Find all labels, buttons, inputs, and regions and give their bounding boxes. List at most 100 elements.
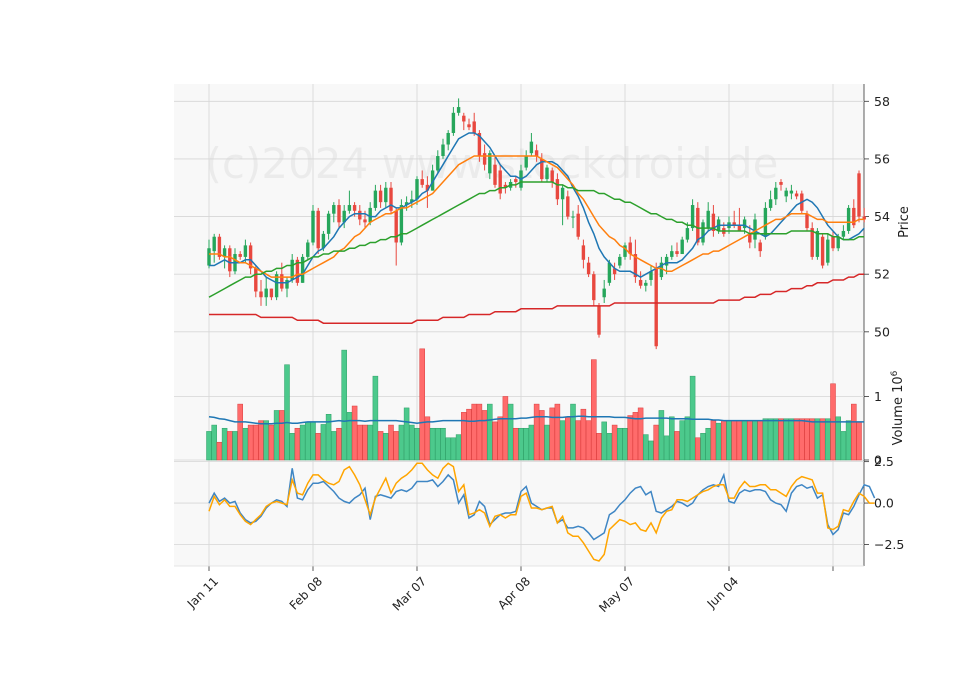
x-tick-label: Feb 08 bbox=[287, 574, 325, 612]
candle-down bbox=[467, 124, 471, 128]
volume-bar bbox=[783, 418, 789, 461]
candle-down bbox=[779, 181, 783, 185]
candle-down bbox=[711, 213, 716, 231]
candle-up bbox=[685, 228, 690, 240]
candle-down bbox=[748, 233, 752, 243]
volume-bar bbox=[305, 421, 311, 461]
price-axis-label: Price bbox=[897, 206, 912, 238]
volume-bar bbox=[684, 416, 691, 461]
candle-up bbox=[300, 256, 305, 283]
candle-up bbox=[285, 279, 289, 289]
candle-up bbox=[774, 187, 778, 200]
volume-bar bbox=[674, 431, 680, 461]
volume-bar bbox=[617, 427, 623, 461]
x-tick-label: Jan 11 bbox=[184, 574, 221, 611]
candle-up bbox=[436, 156, 440, 171]
volume-bar bbox=[221, 427, 228, 461]
candle-down bbox=[389, 187, 393, 211]
volume-bar bbox=[507, 403, 514, 461]
candle-down bbox=[259, 291, 263, 298]
candle-down bbox=[217, 236, 222, 257]
volume-bar bbox=[533, 403, 540, 461]
candle-down bbox=[477, 132, 482, 157]
volume-bar bbox=[419, 348, 425, 461]
candle-down bbox=[482, 153, 487, 165]
candle-up bbox=[560, 187, 565, 200]
volume-bar bbox=[409, 424, 415, 461]
volume-bar bbox=[487, 403, 493, 461]
volume-bar bbox=[767, 418, 774, 461]
moving-average-line-ma_mid bbox=[209, 155, 865, 278]
candle-up bbox=[846, 207, 851, 231]
candle-down bbox=[493, 164, 497, 185]
volume-bar bbox=[367, 424, 373, 461]
candle-up bbox=[618, 256, 622, 266]
candle-down bbox=[316, 210, 320, 249]
oscillator-tick-label: −2.5 bbox=[874, 537, 904, 552]
volume-bar bbox=[585, 420, 592, 461]
moving-average-line-ma_long bbox=[209, 273, 865, 324]
volume-bar bbox=[695, 437, 701, 461]
volume-bar bbox=[544, 424, 550, 461]
candle-down bbox=[581, 245, 586, 260]
volume-bar bbox=[856, 421, 862, 461]
volume-bar bbox=[513, 427, 519, 461]
x-tick-label: May 07 bbox=[596, 574, 637, 615]
candle-up bbox=[763, 207, 768, 237]
volume-bar bbox=[450, 437, 457, 461]
candle-up bbox=[311, 210, 315, 243]
volume-tick-label: 1 bbox=[874, 389, 882, 404]
volume-bar bbox=[840, 431, 847, 461]
volume-bar bbox=[357, 424, 363, 461]
volume-bar bbox=[253, 424, 259, 461]
volume-bar bbox=[206, 431, 212, 461]
volume-bar bbox=[721, 420, 727, 461]
volume-exponent: 6 bbox=[890, 370, 900, 376]
volume-bar bbox=[372, 375, 379, 461]
candle-down bbox=[534, 150, 539, 157]
volume-bar bbox=[341, 349, 347, 461]
volume-bar bbox=[227, 431, 233, 461]
volume-bar bbox=[388, 424, 394, 461]
volume-bar bbox=[663, 435, 670, 461]
candle-up bbox=[430, 170, 435, 191]
volume-bar bbox=[793, 418, 800, 461]
candle-down bbox=[503, 184, 508, 188]
volume-bar bbox=[611, 424, 618, 461]
x-tick-label: Apr 08 bbox=[495, 574, 533, 612]
candle-down bbox=[862, 216, 866, 220]
candle-down bbox=[805, 213, 809, 229]
volume-bar bbox=[362, 424, 368, 461]
panel-background-osc bbox=[174, 460, 864, 566]
watermark: (c)2024 www.stockdroid.de bbox=[206, 139, 779, 188]
volume-bar bbox=[622, 427, 628, 461]
candle-down bbox=[425, 184, 430, 191]
candle-down bbox=[696, 207, 700, 243]
candle-down bbox=[592, 274, 596, 301]
volume-bar bbox=[554, 403, 561, 461]
volume-bar bbox=[481, 410, 488, 461]
candle-up bbox=[222, 248, 227, 257]
volume-bar bbox=[741, 420, 748, 461]
candle-up bbox=[456, 107, 461, 113]
candle-down bbox=[550, 170, 554, 182]
candle-down bbox=[737, 225, 742, 231]
candle-down bbox=[633, 254, 638, 278]
volume-bar bbox=[258, 420, 264, 461]
volume-bar bbox=[788, 418, 795, 461]
candle-up bbox=[623, 245, 627, 257]
volume-bar bbox=[435, 427, 441, 461]
candle-up bbox=[706, 210, 710, 229]
volume-bar bbox=[762, 418, 769, 461]
candle-up bbox=[404, 202, 409, 206]
candle-down bbox=[498, 170, 502, 194]
candle-up bbox=[347, 205, 352, 211]
candle-down bbox=[269, 288, 274, 298]
candle-down bbox=[794, 193, 799, 197]
candle-down bbox=[831, 236, 835, 249]
candle-down bbox=[358, 210, 362, 220]
candle-up bbox=[207, 248, 211, 266]
price-tick-label: 56 bbox=[874, 151, 890, 166]
volume-bar bbox=[440, 427, 446, 461]
